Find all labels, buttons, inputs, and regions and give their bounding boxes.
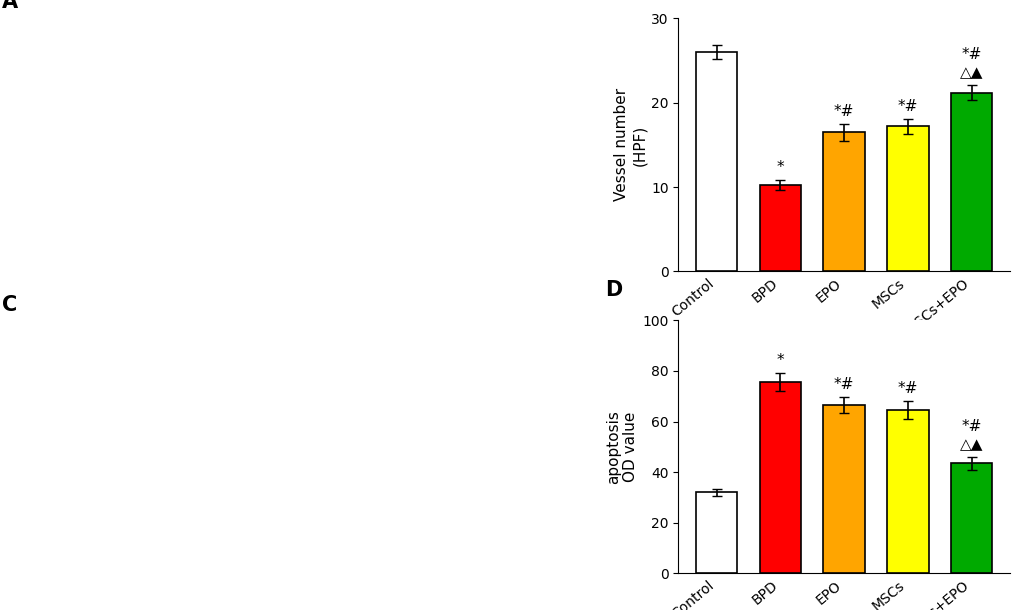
Text: C: C: [2, 295, 17, 315]
Bar: [759, 185, 800, 271]
Text: *#: *#: [897, 99, 917, 113]
Bar: [822, 405, 864, 573]
Bar: [950, 463, 991, 573]
Text: *#: *#: [834, 104, 853, 119]
Text: A: A: [2, 0, 18, 12]
Y-axis label: apoptosis
OD value: apoptosis OD value: [605, 410, 638, 484]
Bar: [887, 410, 927, 573]
Bar: [695, 492, 737, 573]
Text: *: *: [775, 160, 784, 175]
Text: D: D: [605, 280, 622, 300]
Bar: [950, 93, 991, 271]
Bar: [695, 52, 737, 271]
Text: *#: *#: [897, 381, 917, 396]
Bar: [759, 382, 800, 573]
Bar: [887, 126, 927, 271]
Bar: [822, 132, 864, 271]
Text: △▲: △▲: [959, 437, 982, 452]
Text: *#: *#: [834, 378, 853, 392]
Text: △▲: △▲: [959, 65, 982, 80]
Text: *#: *#: [961, 47, 980, 62]
Text: *#: *#: [961, 419, 980, 434]
Text: *: *: [775, 353, 784, 368]
Y-axis label: Vessel number
(HPF): Vessel number (HPF): [613, 88, 646, 201]
